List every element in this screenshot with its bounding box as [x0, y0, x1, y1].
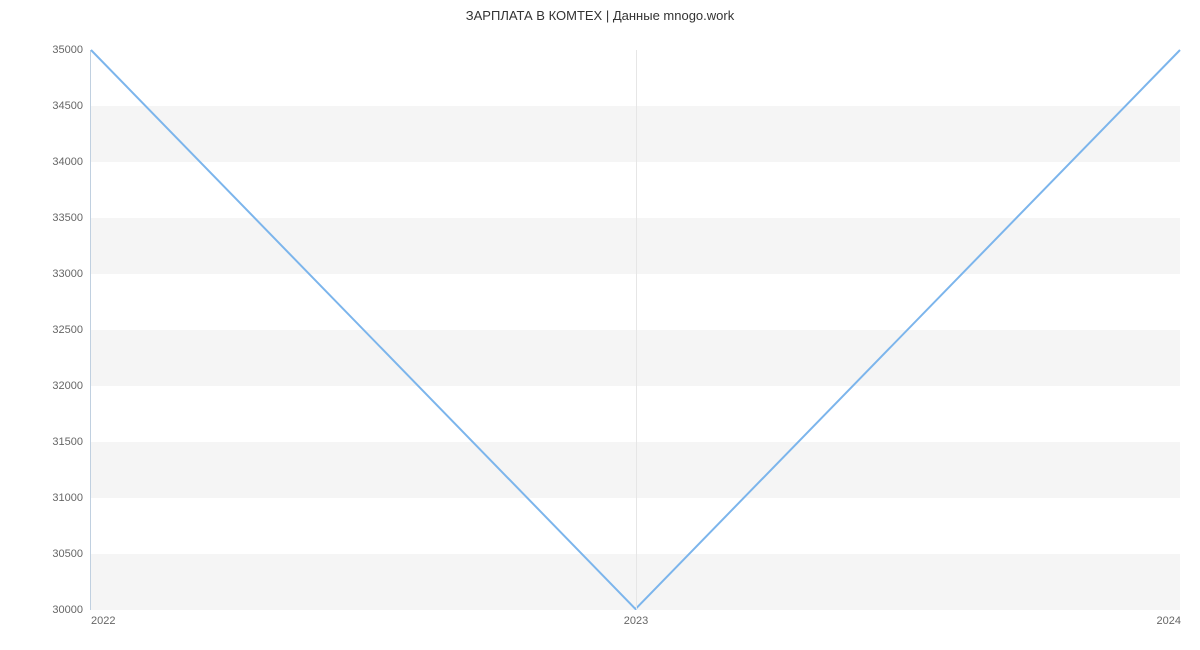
y-tick-label: 33000 [52, 268, 91, 280]
y-tick-label: 35000 [52, 44, 91, 56]
y-tick-label: 30500 [52, 548, 91, 560]
y-tick-label: 34500 [52, 100, 91, 112]
x-tick-label: 2022 [91, 609, 115, 627]
x-gridline [636, 50, 637, 609]
y-tick-label: 32500 [52, 324, 91, 336]
x-tick-label: 2023 [624, 609, 648, 627]
x-tick-label: 2024 [1157, 609, 1181, 627]
y-tick-label: 30000 [52, 604, 91, 616]
y-tick-label: 31000 [52, 492, 91, 504]
chart-title: ЗАРПЛАТА В КОМТЕХ | Данные mnogo.work [0, 8, 1200, 23]
y-tick-label: 32000 [52, 380, 91, 392]
salary-line-chart: ЗАРПЛАТА В КОМТЕХ | Данные mnogo.work 30… [0, 0, 1200, 650]
plot-area: 3000030500310003150032000325003300033500… [90, 50, 1180, 610]
y-tick-label: 33500 [52, 212, 91, 224]
y-tick-label: 34000 [52, 156, 91, 168]
y-tick-label: 31500 [52, 436, 91, 448]
